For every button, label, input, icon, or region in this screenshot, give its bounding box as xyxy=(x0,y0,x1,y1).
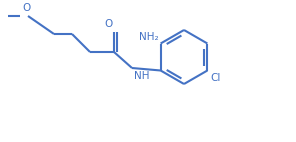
Text: Cl: Cl xyxy=(210,73,221,83)
Text: NH: NH xyxy=(134,71,149,81)
Text: NH₂: NH₂ xyxy=(139,32,159,41)
Text: O: O xyxy=(22,3,30,13)
Text: O: O xyxy=(105,19,113,29)
